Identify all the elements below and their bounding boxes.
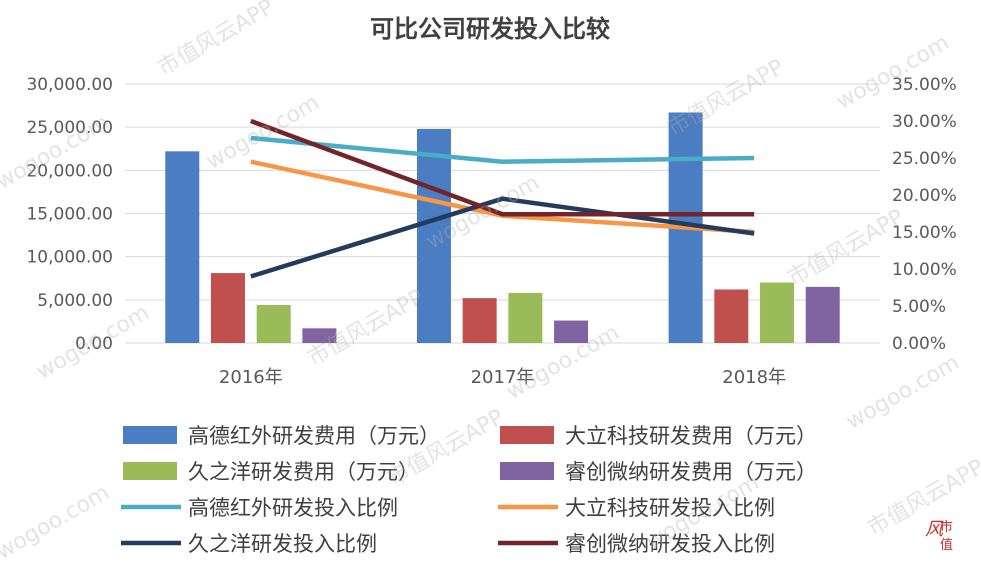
y-right-tick-label: 25.00% <box>892 149 957 169</box>
y-left-tick-label: 0.00 <box>75 334 113 354</box>
legend-label: 睿创微纳研发费用（万元） <box>565 460 817 484</box>
legend-label: 高德红外研发投入比例 <box>188 496 398 520</box>
x-tick-label: 2016年 <box>219 367 283 388</box>
y-right-tick-label: 30.00% <box>892 112 957 132</box>
legend-label: 大立科技研发投入比例 <box>565 496 775 520</box>
line-series <box>250 135 755 164</box>
y-left-tick-label: 20,000.00 <box>26 161 113 181</box>
y-right-tick-label: 0.00% <box>892 334 946 354</box>
bar <box>210 273 245 343</box>
x-tick-label: 2018年 <box>722 367 786 388</box>
legend-swatch <box>500 462 554 480</box>
bar <box>302 328 337 343</box>
legend-label: 睿创微纳研发投入比例 <box>565 532 775 556</box>
y-right-tick-label: 10.00% <box>892 260 957 280</box>
bar <box>165 151 200 343</box>
legend-label: 久之洋研发费用（万元） <box>188 460 419 484</box>
y-right-tick-label: 15.00% <box>892 223 957 243</box>
bar <box>416 128 451 343</box>
y-left-tick-label: 15,000.00 <box>26 205 113 225</box>
y-left-tick-label: 30,000.00 <box>26 75 113 95</box>
bar <box>554 320 589 343</box>
y-right-tick-label: 20.00% <box>892 186 957 206</box>
y-left-tick-label: 5,000.00 <box>37 291 113 311</box>
x-tick-label: 2017年 <box>471 367 535 388</box>
y-right-tick-label: 35.00% <box>892 75 957 95</box>
bar <box>805 286 840 343</box>
bar <box>714 289 749 343</box>
legend-swatch <box>500 426 554 444</box>
y-left-tick-label: 25,000.00 <box>26 118 113 138</box>
bar <box>760 282 795 343</box>
y-left-tick-label: 10,000.00 <box>26 248 113 268</box>
line-series <box>250 118 755 217</box>
bar <box>462 298 497 343</box>
y-right-tick-label: 5.00% <box>892 297 946 317</box>
legend-label: 高德红外研发费用（万元） <box>188 424 440 448</box>
legend-swatch <box>123 462 177 480</box>
line-series <box>250 196 755 279</box>
chart-title: 可比公司研发投入比较 <box>370 15 610 43</box>
legend-label: 久之洋研发投入比例 <box>188 532 377 556</box>
legend-label: 大立科技研发费用（万元） <box>565 424 817 448</box>
brand-logo: 风市值 <box>925 519 954 553</box>
legend-swatch <box>123 426 177 444</box>
bar <box>256 305 291 343</box>
bar <box>508 292 543 343</box>
